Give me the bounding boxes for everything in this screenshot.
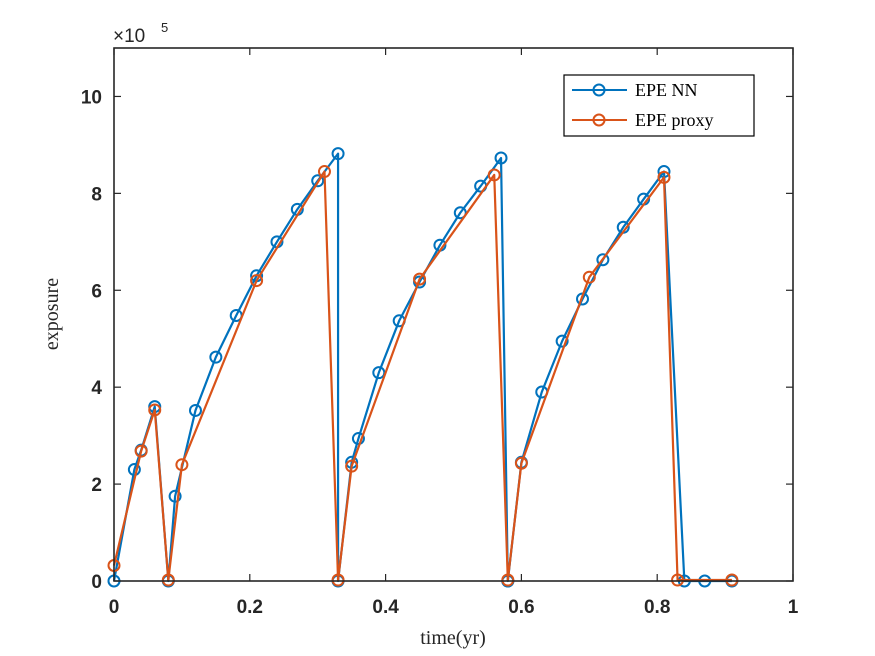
data-point-epe-proxy	[345, 459, 359, 473]
data-point-epe-nn	[331, 147, 345, 161]
series-epe-proxy	[107, 165, 739, 587]
data-point-epe-proxy	[725, 573, 739, 587]
data-point-epe-proxy	[657, 170, 671, 184]
y-tick-label: 8	[91, 184, 102, 205]
data-point-epe-proxy	[671, 573, 685, 587]
data-point-epe-proxy	[175, 458, 189, 472]
data-point-epe-proxy	[487, 168, 501, 182]
x-tick-label: 0.4	[372, 597, 399, 618]
x-tick-label: 1	[788, 597, 799, 618]
data-point-epe-proxy	[331, 573, 345, 587]
data-point-epe-nn	[311, 174, 325, 188]
data-point-epe-proxy	[413, 272, 427, 286]
data-point-epe-nn	[596, 253, 610, 267]
y-tick-label: 0	[91, 572, 102, 593]
data-point-epe-proxy	[250, 274, 264, 288]
legend-marker-epe-nn	[592, 83, 606, 97]
data-point-epe-nn	[351, 432, 365, 446]
y-tick-label: 6	[91, 281, 102, 302]
data-point-epe-nn	[209, 350, 223, 364]
y-tick-label: 4	[91, 378, 102, 399]
y-multiplier-base: ×10	[113, 26, 145, 47]
x-axis-label: time(yr)	[420, 627, 486, 649]
x-tick-label: 0.8	[644, 597, 670, 618]
data-point-epe-proxy	[582, 270, 596, 284]
data-point-epe-nn	[555, 334, 569, 348]
x-tick-label: 0.6	[508, 597, 534, 618]
legend-marker-epe-proxy	[592, 113, 606, 127]
legend-label-epe-proxy: EPE proxy	[635, 110, 714, 130]
y-multiplier-exponent: 5	[161, 20, 168, 35]
data-point-epe-proxy	[134, 444, 148, 458]
data-point-epe-nn	[168, 489, 182, 503]
y-tick-label: 10	[81, 87, 102, 108]
data-point-epe-proxy	[148, 403, 162, 417]
data-point-epe-proxy	[161, 573, 175, 587]
y-axis-label: exposure	[41, 278, 63, 350]
data-point-epe-nn	[494, 151, 508, 165]
y-tick-labels: 0 2 4 6 8 10	[81, 87, 103, 593]
plot-frame	[113, 47, 794, 582]
legend-label-epe-nn: EPE NN	[635, 80, 698, 100]
data-point-epe-nn	[372, 366, 386, 380]
x-tick-label: 0.2	[237, 597, 263, 618]
x-tick-label: 0	[109, 597, 120, 618]
data-point-epe-proxy	[514, 456, 528, 470]
legend: EPE NN EPE proxy	[563, 74, 755, 137]
x-tick-labels: 0 0.2 0.4 0.6 0.8 1	[109, 597, 799, 618]
data-point-epe-nn	[188, 403, 202, 417]
data-point-epe-proxy	[317, 165, 331, 179]
y-tick-label: 2	[91, 475, 102, 496]
series-line-epe-proxy	[112, 170, 732, 582]
data-point-epe-proxy	[501, 573, 515, 587]
